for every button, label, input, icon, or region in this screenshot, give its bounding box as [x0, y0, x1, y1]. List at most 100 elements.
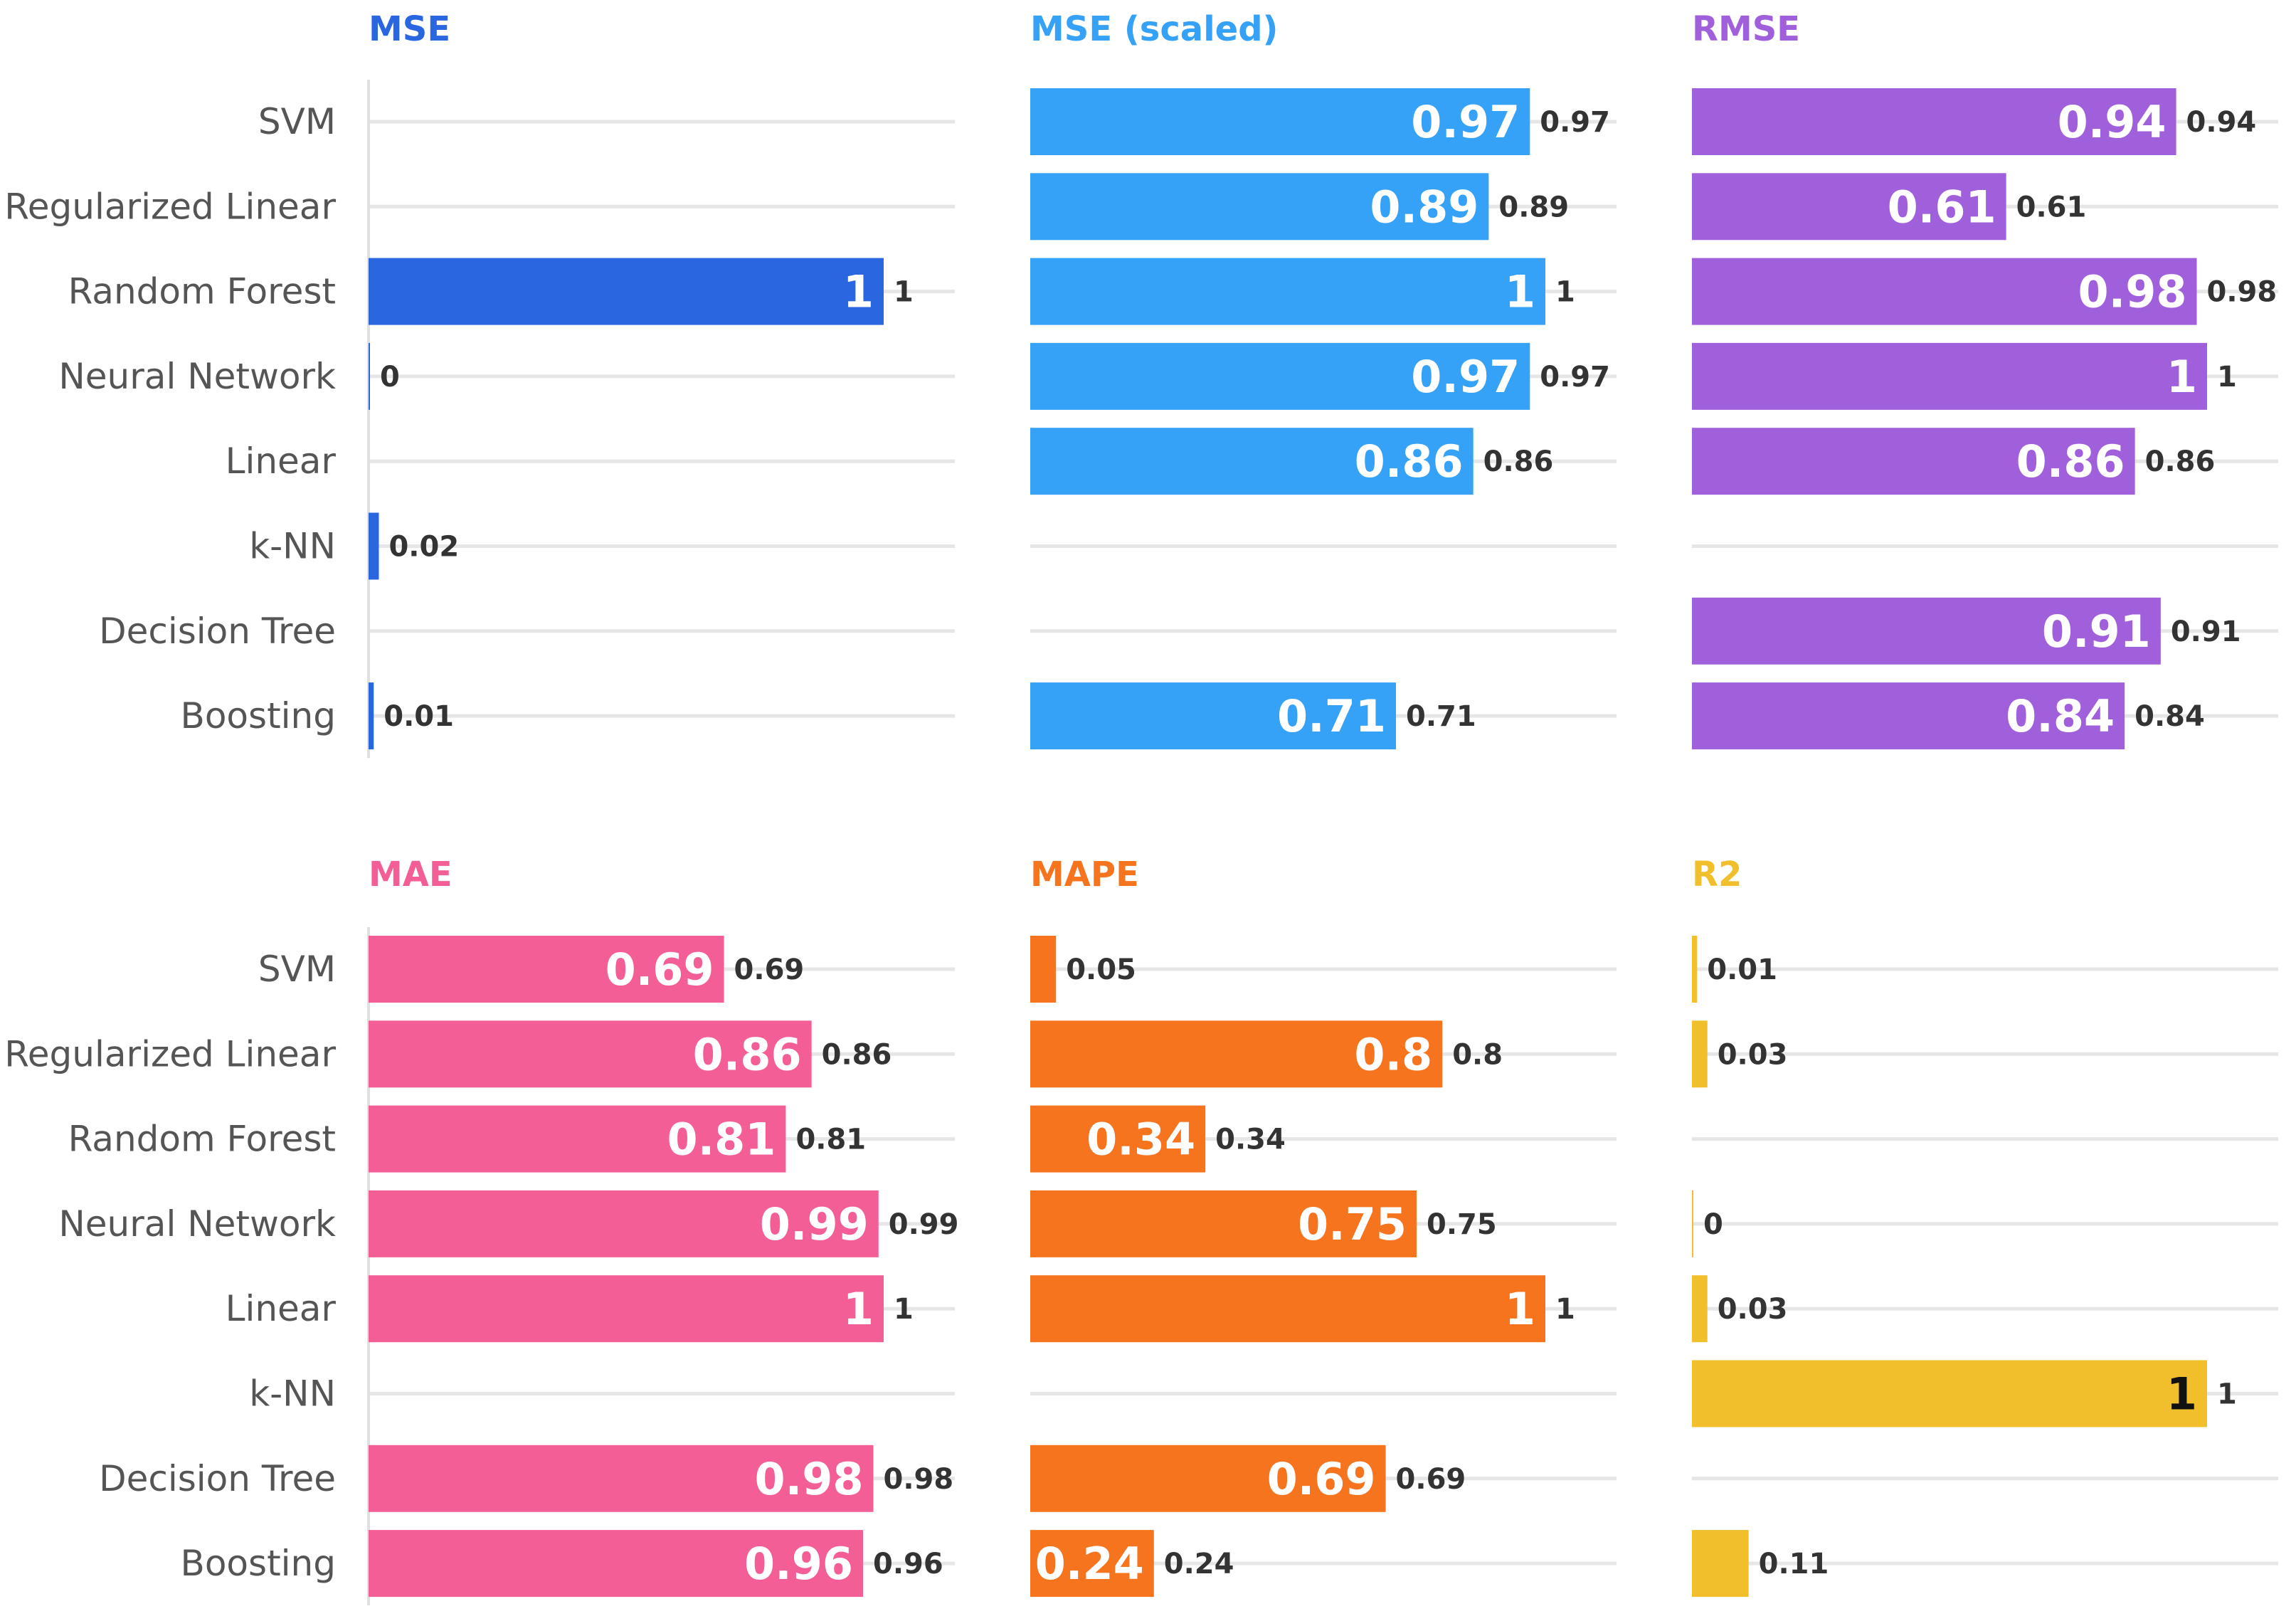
bar-value-label: 1	[894, 276, 914, 309]
bar-value-inside: 0.97	[1411, 351, 1520, 403]
bar-value-label: 0.03	[1718, 1293, 1788, 1326]
panel-r2: R2 0.01 0.03 0 0.03 1 1 0.11	[1692, 855, 2278, 1598]
category-label: k-NN	[249, 1373, 336, 1415]
bar-value-inside: 1	[843, 1283, 874, 1335]
panel-title: MSE	[369, 9, 450, 49]
bar-value-label: 0.24	[1164, 1548, 1234, 1580]
bar-value-label: 0.75	[1427, 1208, 1497, 1241]
category-label: Linear	[226, 440, 337, 482]
bar-value-inside: 0.89	[1370, 181, 1478, 233]
bar	[1692, 597, 2161, 665]
bar-value-label: 0	[380, 361, 400, 394]
bar	[1030, 1190, 1417, 1257]
bar-value-label: 1	[1555, 1293, 1575, 1326]
bar	[1692, 258, 2197, 325]
panel-title: RMSE	[1692, 9, 1800, 49]
category-label: SVM	[258, 949, 336, 990]
bar	[1692, 88, 2176, 155]
bar	[1692, 682, 2125, 750]
bar-value-label: 0.84	[2134, 700, 2205, 733]
category-label: Neural Network	[58, 1203, 336, 1245]
bar	[369, 258, 884, 325]
category-label: Regularized Linear	[4, 186, 336, 227]
category-label: Linear	[226, 1288, 337, 1329]
bar	[1692, 1530, 1749, 1598]
bar	[369, 1020, 812, 1088]
bar-value-label: 0.94	[2186, 106, 2257, 139]
category-label: Boosting	[181, 1543, 336, 1584]
bar-value-inside: 0.24	[1035, 1538, 1144, 1590]
bar	[369, 1445, 874, 1512]
bar-value-label: 0.71	[1406, 700, 1476, 733]
bar-value-label: 0.98	[884, 1463, 954, 1496]
bar-value-inside: 0.81	[667, 1114, 776, 1166]
bar-value-label: 0.97	[1540, 106, 1610, 139]
bar-value-inside: 0.99	[760, 1198, 869, 1250]
bar-value-inside: 0.69	[1267, 1453, 1376, 1505]
bar-value-inside: 1	[843, 266, 874, 318]
panel-mape: MAPE 0.05 0.8 0.8 0.34 0.34 0.75 0.75 1 1 0.69 0.69…	[1030, 855, 1617, 1598]
bar	[1030, 173, 1489, 241]
bar	[369, 1190, 879, 1257]
bar-value-label: 1	[1555, 276, 1575, 309]
bar-value-label: 0.91	[2171, 616, 2241, 648]
bar	[1692, 1275, 1708, 1343]
bar	[1030, 1020, 1443, 1088]
bar-value-label: 0.99	[889, 1208, 959, 1241]
bar	[369, 936, 724, 1003]
bar	[1030, 1445, 1386, 1512]
bar	[1030, 342, 1530, 410]
bar-value-label: 0.11	[1759, 1548, 1829, 1580]
category-label: Decision Tree	[99, 1458, 336, 1499]
bar-value-inside: 0.61	[1888, 181, 1996, 233]
bar	[1030, 1530, 1154, 1598]
bar-value-inside: 1	[1505, 266, 1535, 318]
bar-value-inside: 0.86	[693, 1028, 802, 1080]
bar-value-label: 0.8	[1452, 1038, 1503, 1071]
bar-value-label: 0.01	[383, 700, 454, 733]
bar-value-inside: 1	[2167, 1368, 2197, 1420]
panel-title: MSE (scaled)	[1030, 9, 1279, 49]
bar	[1692, 1190, 1693, 1257]
bar-value-label: 0.01	[1707, 954, 1777, 986]
bar-value-inside: 0.96	[744, 1538, 853, 1590]
category-label: Boosting	[181, 695, 336, 736]
bar-value-label: 0.97	[1540, 361, 1610, 394]
bar-value-label: 0.86	[822, 1038, 892, 1071]
bar-value-label: 0.03	[1718, 1038, 1788, 1071]
bar	[369, 682, 374, 750]
category-label: Regularized Linear	[4, 1033, 336, 1074]
bar-value-label: 1	[2217, 1378, 2237, 1411]
bar-value-label: 0.69	[1396, 1463, 1466, 1496]
bar	[369, 1275, 884, 1343]
bar-value-label: 0.81	[795, 1124, 866, 1156]
bar-value-label: 0.61	[2016, 191, 2087, 223]
bar-value-label: 1	[894, 1293, 914, 1326]
category-label: Neural Network	[58, 356, 336, 397]
bar	[369, 1530, 864, 1598]
bar	[1030, 258, 1545, 325]
bar-value-label: 0.89	[1498, 191, 1569, 223]
bar-value-inside: 0.94	[2058, 96, 2167, 148]
bar-value-inside: 0.84	[2006, 690, 2115, 742]
bar	[369, 342, 370, 410]
panel-mse: MSE SVM Regularized Linear Random Forest Neu…	[4, 9, 955, 759]
bar-value-label: 0.96	[873, 1548, 943, 1580]
bar-value-label: 0.02	[388, 531, 459, 564]
bar	[1692, 936, 1698, 1003]
category-label: Random Forest	[68, 1119, 336, 1160]
bar	[1030, 936, 1057, 1003]
bar-value-inside: 0.91	[2042, 606, 2151, 658]
bar-value-inside: 0.98	[755, 1453, 864, 1505]
bar	[1692, 428, 2135, 495]
bar	[1030, 1105, 1206, 1173]
panel-mse-scaled: MSE (scaled) 0.97 0.97 0.89 0.89 1 1 0.97 0.97 0.…	[1030, 9, 1617, 750]
bar-value-label: 0.98	[2207, 276, 2278, 309]
category-label: SVM	[258, 101, 336, 142]
bar-value-inside: 0.71	[1277, 690, 1386, 742]
bar	[1692, 173, 2006, 241]
bar	[1692, 1020, 1708, 1088]
bar-value-inside: 0.86	[2016, 435, 2125, 487]
bar-value-inside: 0.98	[2078, 266, 2187, 318]
